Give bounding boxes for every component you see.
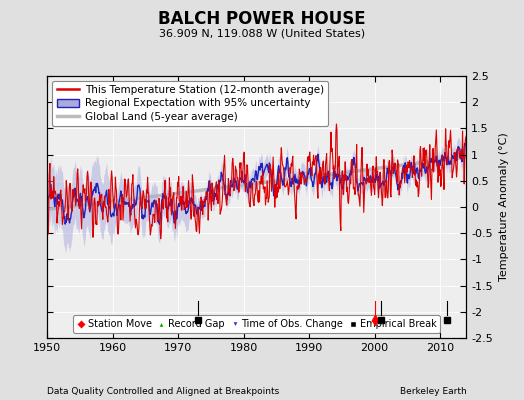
Text: Berkeley Earth: Berkeley Earth	[400, 387, 466, 396]
Text: BALCH POWER HOUSE: BALCH POWER HOUSE	[158, 10, 366, 28]
Text: 36.909 N, 119.088 W (United States): 36.909 N, 119.088 W (United States)	[159, 29, 365, 39]
Legend: Station Move, Record Gap, Time of Obs. Change, Empirical Break: Station Move, Record Gap, Time of Obs. C…	[73, 315, 440, 333]
Text: Data Quality Controlled and Aligned at Breakpoints: Data Quality Controlled and Aligned at B…	[47, 387, 279, 396]
Y-axis label: Temperature Anomaly (°C): Temperature Anomaly (°C)	[498, 133, 508, 281]
